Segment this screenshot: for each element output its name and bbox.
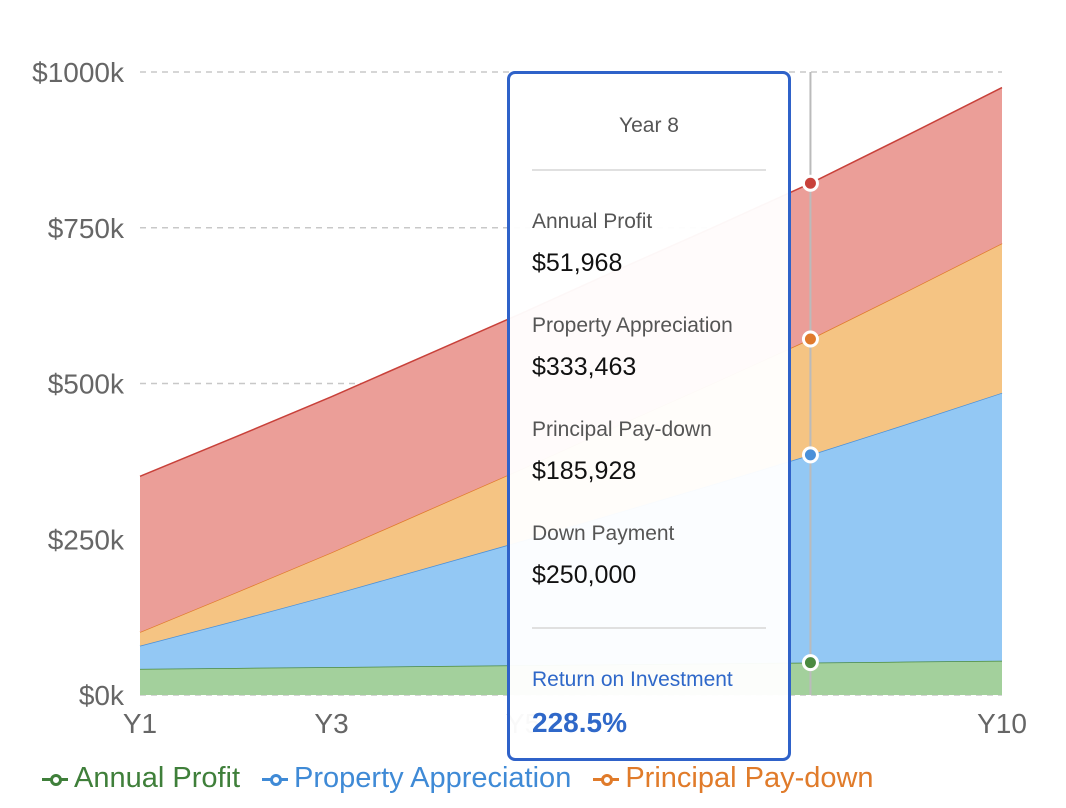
x-tick-label: Y3 — [314, 708, 348, 739]
tooltip-label: Principal Pay-down — [532, 418, 712, 441]
tooltip-divider — [532, 627, 766, 629]
tooltip-value: $185,928 — [532, 457, 637, 485]
roi-label: Return on Investment — [532, 668, 733, 691]
tooltip-value: $333,463 — [532, 353, 637, 381]
y-tick-label: $750k — [48, 213, 125, 244]
y-tick-label: $1000k — [32, 57, 125, 88]
tooltip-title: Year 8 — [619, 114, 679, 137]
y-tick-label: $500k — [48, 369, 125, 400]
area-principal-pay-down — [140, 243, 1002, 646]
tooltip-label: Down Payment — [532, 522, 675, 545]
roi-value: 228.5% — [532, 707, 627, 738]
tooltip-label: Annual Profit — [532, 210, 653, 233]
legend-label: Principal Pay-down — [625, 762, 874, 794]
tooltip-value: $250,000 — [532, 561, 637, 589]
legend-item-property-appreciation[interactable]: Property Appreciation — [262, 762, 571, 795]
hover-point — [801, 654, 819, 672]
legend-marker-icon — [593, 772, 620, 786]
tooltip-value: $51,968 — [532, 249, 623, 277]
legend-label: Annual Profit — [74, 762, 241, 794]
legend-marker-icon — [42, 772, 68, 786]
legend-marker-icon — [262, 772, 289, 786]
tooltip-label: Property Appreciation — [532, 314, 733, 337]
hover-point — [801, 174, 819, 192]
tooltip-divider — [532, 169, 766, 171]
y-tick-label: $0k — [79, 680, 125, 711]
legend-label: Property Appreciation — [294, 762, 572, 794]
legend-item-annual-profit[interactable]: Annual Profit — [42, 762, 240, 795]
legend: Annual Profit Property Appreciation Prin… — [42, 762, 874, 795]
tooltip: Year 8 Annual Profit $51,968 Property Ap… — [507, 71, 791, 761]
x-tick-label: Y10 — [977, 708, 1027, 739]
legend-item-principal-pay-down[interactable]: Principal Pay-down — [593, 762, 874, 795]
y-tick-label: $250k — [48, 524, 125, 555]
hover-point — [801, 446, 819, 464]
x-tick-label: Y1 — [123, 708, 157, 739]
hover-point — [801, 330, 819, 348]
